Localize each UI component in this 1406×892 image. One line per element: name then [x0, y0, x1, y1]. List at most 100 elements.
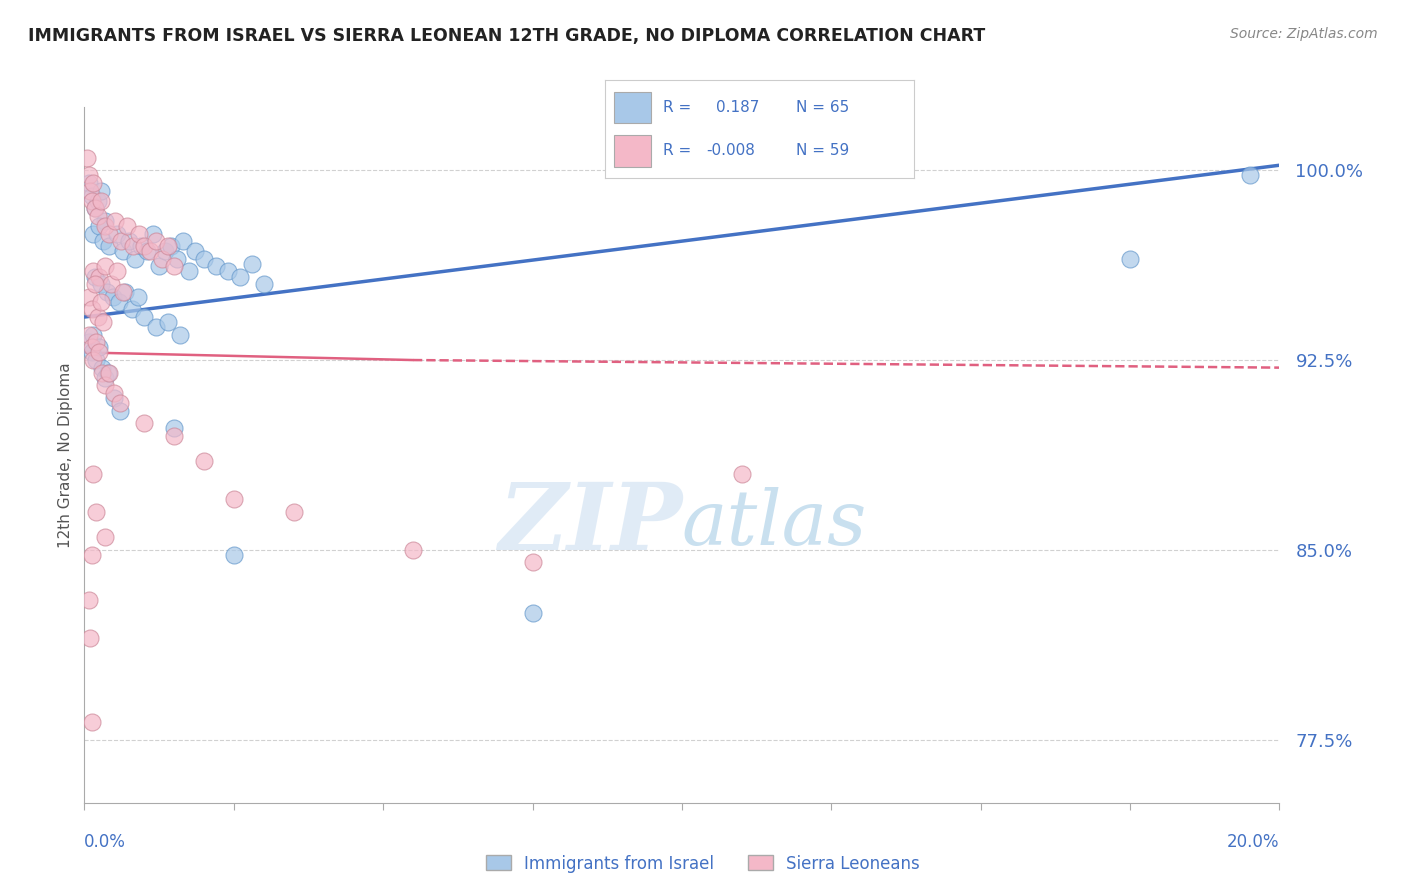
Point [132, 239, 156, 253]
Point [80, 714, 103, 729]
Text: -0.008: -0.008 [707, 144, 755, 159]
Point [100, 277, 122, 292]
Point [112, 244, 135, 259]
Point [93, 234, 115, 248]
Point [731, 467, 754, 481]
Point [132, 310, 156, 324]
Point [132, 417, 156, 431]
Point [153, 244, 176, 259]
Point [80, 340, 103, 354]
Point [124, 252, 146, 266]
Text: ZIP: ZIP [498, 480, 682, 569]
Point [1119, 252, 1142, 266]
Point [91, 360, 114, 375]
Point [205, 260, 228, 274]
Point [82, 227, 104, 241]
Point [86, 353, 108, 368]
Point [90, 277, 112, 292]
Point [193, 454, 215, 468]
Point [90, 194, 112, 208]
Point [90, 184, 112, 198]
Point [114, 285, 136, 299]
Point [86, 310, 108, 324]
Point [283, 505, 305, 519]
Point [402, 542, 425, 557]
Point [84, 277, 107, 292]
Text: R =: R = [664, 144, 692, 159]
Point [94, 260, 117, 274]
Point [157, 239, 180, 253]
Point [77, 335, 100, 350]
Point [142, 227, 165, 241]
Point [160, 239, 183, 253]
Y-axis label: 12th Grade, No Diploma: 12th Grade, No Diploma [58, 362, 73, 548]
Point [94, 214, 117, 228]
Text: Source: ZipAtlas.com: Source: ZipAtlas.com [1230, 27, 1378, 41]
Point [104, 214, 127, 228]
Text: N = 65: N = 65 [796, 100, 849, 115]
Point [80, 345, 103, 359]
Point [84, 201, 107, 215]
Point [169, 327, 191, 342]
Point [94, 370, 117, 384]
Point [82, 176, 104, 190]
Point [222, 492, 245, 507]
Point [166, 252, 188, 266]
Point [80, 194, 103, 208]
Point [89, 269, 111, 284]
Point [86, 505, 108, 519]
Point [121, 302, 143, 317]
Text: N = 59: N = 59 [796, 144, 849, 159]
Point [118, 234, 141, 248]
Point [76, 151, 98, 165]
Point [91, 366, 114, 380]
Point [222, 548, 245, 562]
Point [84, 201, 107, 215]
Point [89, 219, 111, 233]
Point [77, 176, 100, 190]
Point [86, 335, 108, 350]
Point [122, 239, 145, 253]
Point [112, 285, 135, 299]
Point [77, 169, 100, 183]
Point [82, 264, 104, 278]
Point [84, 269, 107, 284]
Point [98, 239, 121, 253]
Point [90, 294, 112, 309]
Point [163, 260, 186, 274]
Point [93, 315, 115, 329]
Point [79, 632, 101, 646]
Point [108, 294, 131, 309]
Point [522, 606, 544, 620]
Point [103, 391, 125, 405]
Point [103, 386, 125, 401]
Point [97, 366, 120, 380]
Point [148, 260, 170, 274]
Text: R =: R = [664, 100, 692, 115]
Point [77, 327, 100, 342]
Point [128, 227, 150, 241]
Point [98, 227, 121, 241]
Point [163, 421, 186, 435]
Point [1239, 169, 1261, 183]
Point [127, 290, 149, 304]
Point [163, 429, 186, 443]
Point [98, 366, 121, 380]
Point [172, 234, 194, 248]
Bar [614, 136, 651, 167]
Point [193, 252, 215, 266]
Point [145, 320, 167, 334]
Point [94, 530, 117, 544]
Point [157, 315, 180, 329]
Point [139, 244, 162, 259]
Point [101, 290, 124, 304]
Point [217, 264, 239, 278]
Point [77, 593, 100, 607]
Point [94, 219, 117, 233]
Point [80, 188, 103, 202]
Point [150, 252, 173, 266]
Point [110, 396, 132, 410]
Point [79, 184, 101, 198]
Point [80, 548, 103, 562]
Text: atlas: atlas [682, 488, 868, 561]
